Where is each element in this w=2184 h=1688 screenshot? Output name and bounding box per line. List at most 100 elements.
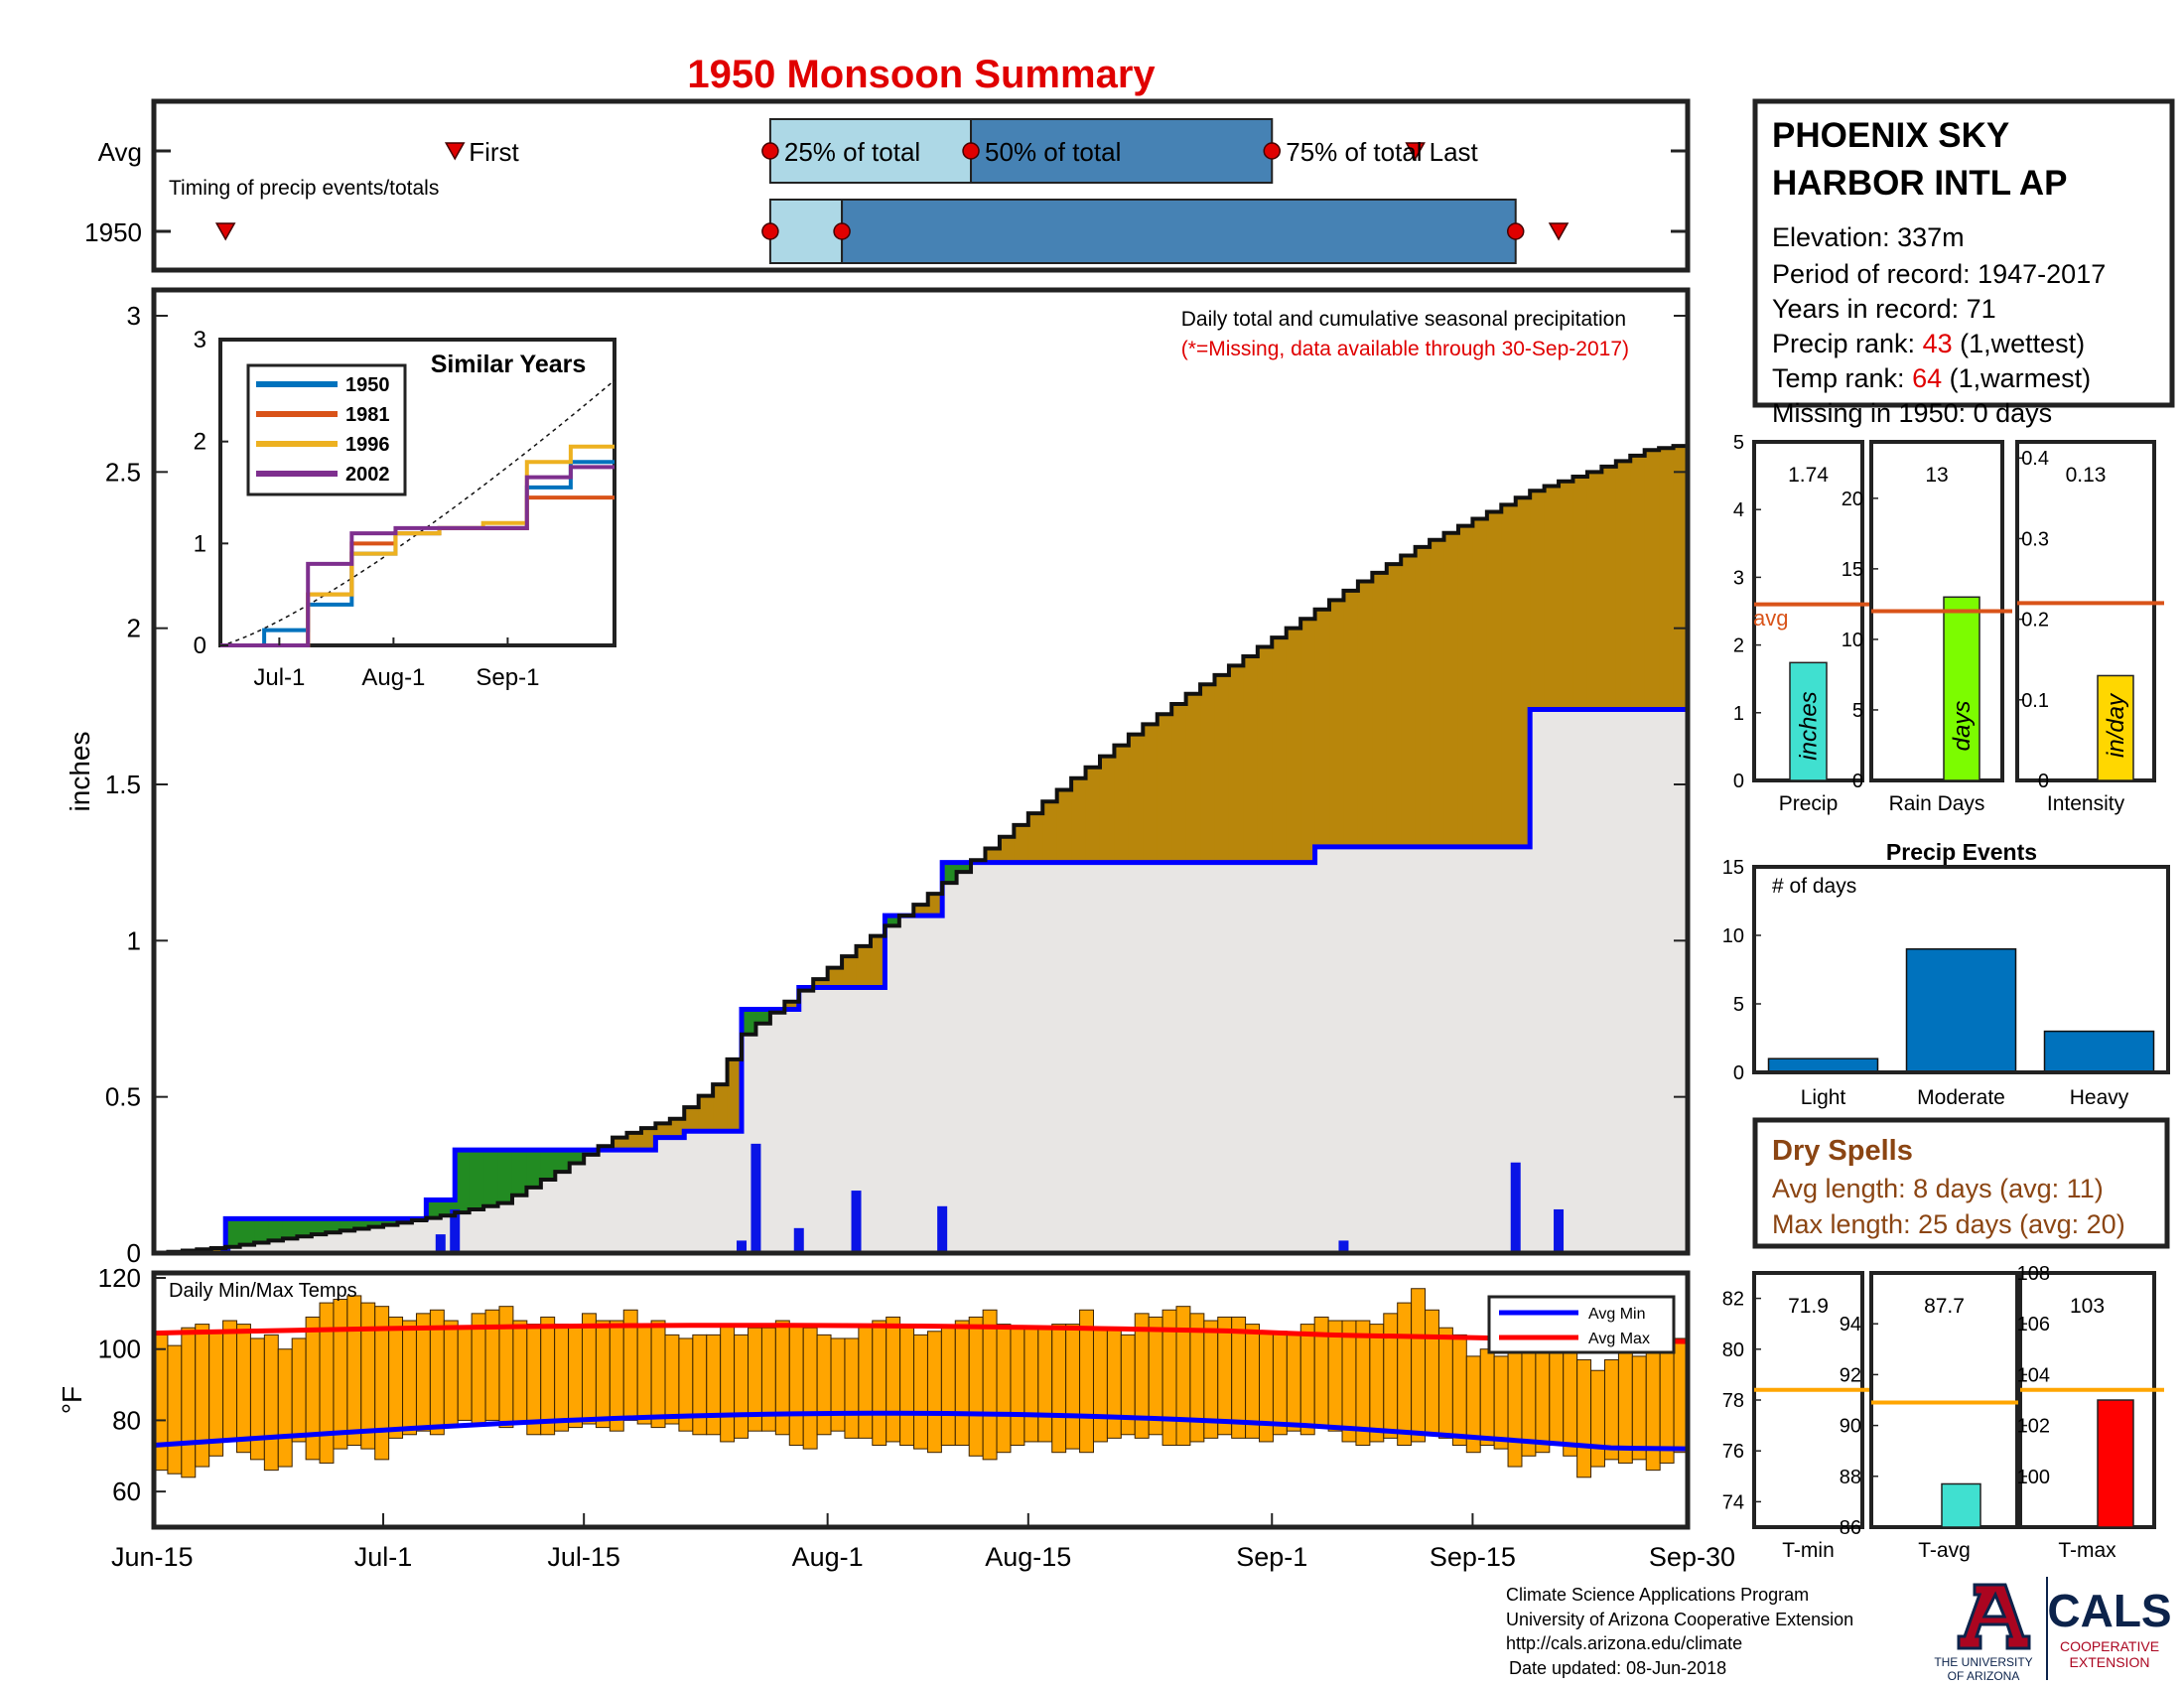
daily-precip-bar <box>1510 1162 1521 1253</box>
daily-temp-bar <box>844 1337 860 1439</box>
timing-last-label: Last <box>1430 137 1479 167</box>
daily-temp-bar <box>692 1334 708 1436</box>
daily-temp-bar <box>1659 1341 1675 1464</box>
above-average-fill <box>913 905 929 916</box>
inset-legend: 1950 1981 1996 2002 <box>256 374 390 486</box>
tmax-axis-label: T-max <box>2058 1539 2116 1562</box>
dry-spells: Dry Spells Avg length: 8 days (avg: 11) … <box>1752 1117 2170 1249</box>
temp-y-label: °F <box>57 1386 87 1414</box>
daily-temp-bar <box>1535 1351 1551 1454</box>
footer-line4: Date updated: 08-Jun-2018 <box>1509 1658 1726 1678</box>
inset-x-tick-label: Sep-1 <box>476 664 539 691</box>
daily-temp-bar <box>609 1320 624 1432</box>
daily-temp-bar <box>208 1331 224 1457</box>
timing-pct-marker-avg-1 <box>761 142 779 160</box>
timing-bar-early-avg <box>768 118 973 184</box>
inset-y-tick-label: 2 <box>194 429 206 456</box>
tmin-value-label: 71.9 <box>1788 1295 1829 1318</box>
above-average-fill <box>1243 655 1259 863</box>
events-frame <box>1752 865 2170 1074</box>
above-average-fill <box>1443 532 1459 847</box>
intensity-value-label: 0.13 <box>2066 464 2107 487</box>
above-average-fill <box>713 1084 729 1132</box>
below-average-fill <box>526 1150 542 1188</box>
daily-precip-bar <box>793 1227 804 1253</box>
above-average-fill <box>827 967 843 988</box>
timing-pct-marker-avg-3 <box>1263 142 1282 160</box>
timing-row-label-avg: Avg <box>98 137 142 167</box>
above-average-fill <box>985 848 1001 863</box>
tavg-axis-label: T-avg <box>1918 1539 1971 1562</box>
daily-temp-bar <box>554 1324 570 1432</box>
above-average-fill <box>1027 813 1043 863</box>
inset-series-2002 <box>220 465 614 647</box>
daily-temp-bar <box>1397 1302 1413 1447</box>
above-average-fill <box>1544 486 1560 710</box>
daily-temp-bar <box>540 1316 556 1436</box>
timing-last-marker-avg <box>1405 142 1426 161</box>
above-average-fill <box>1430 539 1445 847</box>
daily-temp-bar <box>913 1334 928 1450</box>
above-average-fill <box>1071 777 1087 863</box>
daily-temp-bar <box>360 1302 376 1450</box>
rain-days-y-tick-label: 0 <box>1852 771 1863 792</box>
precip-plot-area <box>154 444 1690 1256</box>
daily-temp-bar <box>1507 1334 1523 1468</box>
footer-line1: Climate Science Applications Program <box>1506 1585 1809 1605</box>
precip-y-tick-label: 3 <box>1733 567 1744 589</box>
daily-temp-bar <box>720 1324 736 1443</box>
tavg-value-bar <box>1941 1482 1981 1528</box>
temp-y-tick-label: 80 <box>112 1405 141 1435</box>
above-average-fill <box>1143 724 1159 863</box>
precip-y-tick-label: 2 <box>127 614 141 643</box>
date-x-tick-label: Aug-1 <box>792 1542 864 1572</box>
above-average-fill <box>1386 564 1402 847</box>
below-average-fill <box>368 1218 384 1227</box>
below-average-fill <box>311 1218 327 1235</box>
inset-y-tick-label: 1 <box>194 530 206 557</box>
daily-temp-bar <box>816 1334 832 1436</box>
temp-legend-box <box>1487 1295 1676 1354</box>
daily-temp-bar <box>954 1320 970 1447</box>
above-average-fill <box>1314 609 1330 847</box>
daily-temp-bar <box>650 1320 666 1429</box>
inset-title: Similar Years <box>431 351 587 378</box>
below-average-fill <box>383 1218 399 1225</box>
timing-panel: Avg 1950 Timing of precip events/totals … <box>84 98 1691 273</box>
timing-note: Timing of precip events/totals <box>169 177 439 200</box>
precip-y-tick-label: 1.5 <box>105 770 141 799</box>
daily-temp-bar <box>1065 1324 1081 1450</box>
daily-temp-bar <box>664 1334 680 1425</box>
timing-pct-marker-year-2 <box>833 222 851 240</box>
daily-temp-bar <box>277 1348 293 1468</box>
daily-temp-bar <box>457 1327 473 1421</box>
cumulative-base-area <box>154 709 1688 1253</box>
tmin-axis-label: T-min <box>1782 1539 1835 1562</box>
tmin-y-tick-label: 78 <box>1722 1390 1744 1412</box>
inset-y-tick-label: 3 <box>194 327 206 353</box>
below-average-fill <box>268 1218 284 1241</box>
precip-chart-frame <box>151 287 1691 1256</box>
daily-temp-bar <box>1563 1348 1578 1457</box>
tavg-y-tick-label: 90 <box>1840 1416 1861 1438</box>
above-average-fill <box>1673 446 1689 710</box>
above-average-fill <box>1042 801 1058 863</box>
precip-axis-label: Precip <box>1779 792 1839 815</box>
daily-precip-bar <box>851 1191 862 1253</box>
below-average-fill <box>340 1218 355 1231</box>
events-y-tick-label: 15 <box>1722 857 1744 879</box>
cals-sub1: COOPERATIVE <box>2060 1638 2159 1654</box>
temp-chart-frame <box>151 1270 1691 1530</box>
above-average-fill <box>1501 504 1517 847</box>
above-average-fill <box>684 1107 700 1132</box>
above-average-fill <box>842 956 858 988</box>
legend-avg-max-label: Avg Max <box>1588 1331 1650 1347</box>
intensity-axis-label: Intensity <box>2047 792 2125 815</box>
above-average-fill <box>1415 546 1431 847</box>
daily-precip-bar <box>1338 1240 1349 1253</box>
inset-legend-label-1996: 1996 <box>345 434 390 456</box>
events-y-tick-label: 10 <box>1722 925 1744 947</box>
daily-temp-bar <box>1576 1358 1592 1478</box>
events-y-tick-label: 5 <box>1733 994 1744 1016</box>
